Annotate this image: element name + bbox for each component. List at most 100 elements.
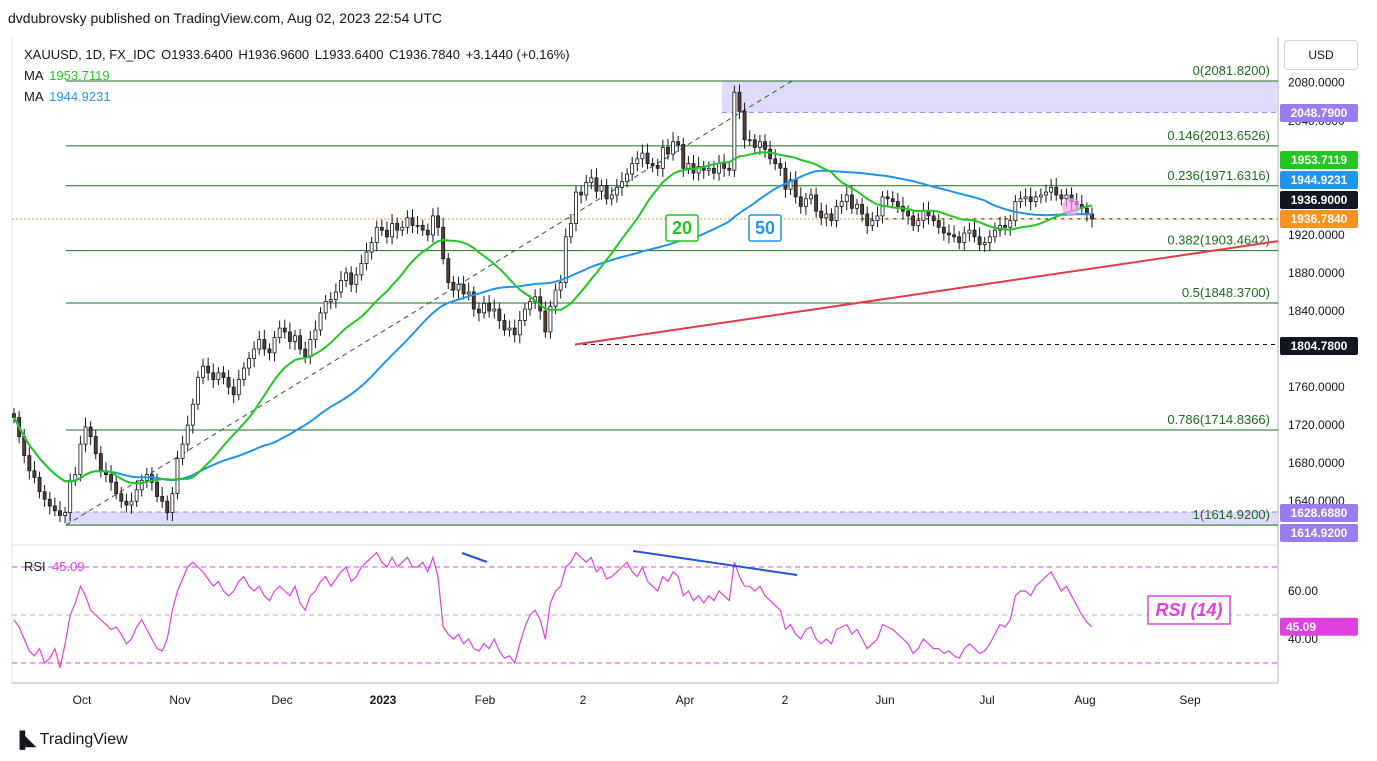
candle-body xyxy=(1033,196,1038,203)
price-label-text: 1944.9231 xyxy=(1291,173,1348,187)
candle-body xyxy=(676,141,681,145)
candle-body xyxy=(696,166,701,174)
candle-body xyxy=(584,182,589,196)
candle-body xyxy=(98,453,103,472)
ma20-annotation-label: 20 xyxy=(672,218,692,238)
candle-body xyxy=(395,223,400,231)
time-tick-label: 2023 xyxy=(370,693,397,707)
candle-body xyxy=(405,217,410,228)
candle-body xyxy=(277,327,282,339)
candle-body xyxy=(757,141,762,148)
candle-body xyxy=(400,226,405,231)
candle-body xyxy=(768,148,773,160)
candle-body xyxy=(374,226,379,243)
candle-body xyxy=(717,163,721,174)
candle-body xyxy=(640,152,645,160)
candle-body xyxy=(742,110,747,141)
candle-body xyxy=(599,185,604,192)
candle-body xyxy=(635,158,640,164)
candle-body xyxy=(333,291,338,300)
candle-body xyxy=(88,426,93,437)
currency-button[interactable]: USD xyxy=(1284,40,1358,70)
price-tick-label: 1680.0000 xyxy=(1288,456,1345,470)
candle-body xyxy=(32,470,37,478)
candle-body xyxy=(155,481,159,497)
candle-body xyxy=(727,167,732,171)
fib-level-label: 0(2081.8200) xyxy=(1193,63,1270,78)
candle-body xyxy=(522,308,527,321)
candle-body xyxy=(763,141,767,150)
rsi-divergence-line-1 xyxy=(461,552,488,563)
ohlc-row: XAUUSD, 1D, FX_IDC O1933.6400 H1936.9600… xyxy=(24,44,572,65)
candle-body xyxy=(369,242,374,253)
candle-body xyxy=(410,217,415,226)
time-tick-label: 2 xyxy=(782,693,789,707)
candle-body xyxy=(282,327,287,333)
candle-body xyxy=(722,163,727,169)
candle-body xyxy=(671,141,675,155)
candle-body xyxy=(497,308,502,321)
tradingview-logo-icon: ▐◣ xyxy=(14,732,36,749)
candle-body xyxy=(339,280,343,293)
candle-body xyxy=(962,232,967,243)
candle-body xyxy=(666,147,670,155)
candle-body xyxy=(252,348,257,359)
price-label-box xyxy=(1280,504,1358,522)
close-value: C1936.7840 xyxy=(389,47,460,62)
candle-body xyxy=(379,226,384,231)
candle-body xyxy=(987,236,992,243)
rsi-value-label: 45.09 xyxy=(1286,620,1316,634)
candle-body xyxy=(236,379,241,396)
candle-body xyxy=(936,220,941,228)
candle-body xyxy=(614,186,619,196)
ma20-row[interactable]: MA 1953.7119 xyxy=(24,65,572,86)
candle-body xyxy=(328,299,333,302)
candle-body xyxy=(803,198,808,207)
candle-body xyxy=(247,358,251,369)
time-tick-label: Oct xyxy=(73,693,92,707)
candle-body xyxy=(1064,194,1069,200)
candle-body xyxy=(1018,198,1023,203)
footer: ▐◣ TradingView xyxy=(14,730,128,750)
candle-body xyxy=(124,500,129,506)
candle-body xyxy=(262,339,267,350)
candle-body xyxy=(420,224,425,231)
candle-body xyxy=(977,236,982,245)
candle-body xyxy=(855,204,859,209)
candle-body xyxy=(451,282,456,291)
rsi-title: RSI (14) xyxy=(1155,600,1222,620)
candle-body xyxy=(737,91,742,112)
candle-body xyxy=(1028,196,1033,203)
candle-body xyxy=(293,335,297,342)
ma50-value: 1944.9231 xyxy=(49,89,111,104)
candle-body xyxy=(788,179,793,190)
candle-body xyxy=(180,443,185,459)
candle-body xyxy=(563,236,568,283)
ma50-line xyxy=(13,169,1093,483)
candle-body xyxy=(783,167,788,190)
candle-body xyxy=(839,201,844,207)
price-label-text: 1614.9200 xyxy=(1291,526,1348,540)
ma50-row[interactable]: MA 1944.9231 xyxy=(24,86,572,107)
candle-body xyxy=(318,312,323,331)
candle-body xyxy=(630,163,635,175)
candle-body xyxy=(93,436,98,455)
ma20-label: MA xyxy=(24,68,44,83)
price-label-text: 2048.7900 xyxy=(1291,106,1348,120)
candle-body xyxy=(860,204,865,215)
candle-body xyxy=(323,301,328,314)
candle-body xyxy=(594,177,599,192)
candle-body xyxy=(502,320,507,331)
candle-body xyxy=(517,320,522,336)
time-tick-label: Apr xyxy=(676,693,695,707)
candle-body xyxy=(972,229,977,238)
candle-body xyxy=(206,365,211,374)
candle-body xyxy=(390,223,394,238)
candle-body xyxy=(931,215,936,222)
candle-body xyxy=(706,167,711,171)
time-tick-label: Feb xyxy=(475,693,496,707)
candle-body xyxy=(752,139,757,148)
price-label-box xyxy=(1280,210,1358,228)
candle-body xyxy=(114,481,119,495)
